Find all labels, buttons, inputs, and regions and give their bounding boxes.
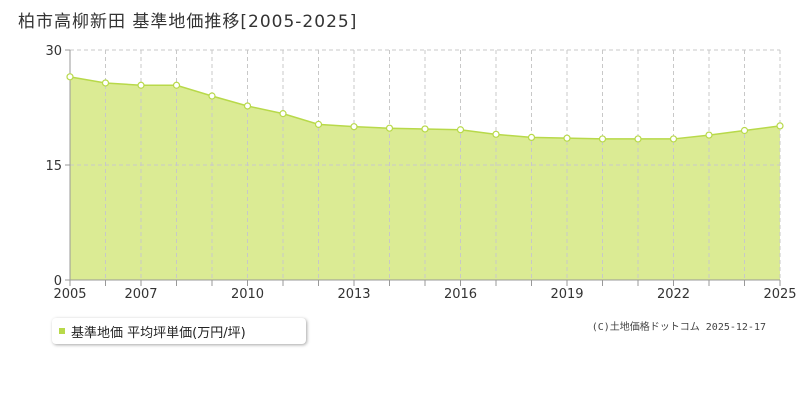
data-point	[350, 123, 358, 131]
x-tick-label: 2025	[763, 287, 796, 302]
y-tick-label: 30	[45, 44, 62, 59]
legend-label: 基準地価 平均坪単価(万円/坪)	[71, 325, 246, 341]
data-point	[279, 110, 287, 118]
data-point	[208, 92, 216, 100]
data-point	[172, 81, 181, 89]
x-tick-label: 2022	[657, 287, 690, 302]
data-point	[705, 131, 713, 139]
data-point	[634, 135, 642, 143]
data-point	[385, 124, 394, 132]
data-point	[421, 125, 429, 133]
x-tick-label: 2007	[124, 287, 157, 302]
y-tick-label: 15	[45, 159, 62, 174]
data-point	[598, 135, 607, 143]
y-tick-label: 0	[54, 274, 62, 289]
data-point	[101, 79, 110, 87]
data-point	[66, 73, 74, 81]
x-tick-label: 2010	[231, 287, 264, 302]
x-tick-label: 2005	[53, 287, 86, 302]
data-point	[137, 81, 145, 89]
data-point	[456, 126, 465, 134]
data-point	[527, 133, 536, 141]
x-tick-label: 2016	[444, 287, 477, 302]
legend-marker	[59, 328, 65, 334]
chart-title: 柏市高柳新田 基準地価推移[2005-2025]	[18, 12, 358, 32]
data-point	[243, 102, 252, 110]
data-point	[563, 134, 571, 142]
data-point	[740, 126, 749, 135]
data-point	[492, 130, 500, 138]
x-tick-label: 2013	[337, 287, 370, 302]
credit-text: (C)土地価格ドットコム 2025-12-17	[591, 322, 766, 333]
data-point	[314, 120, 323, 128]
data-point	[776, 122, 784, 130]
x-tick-label: 2019	[550, 287, 583, 302]
legend: 基準地価 平均坪単価(万円/坪)	[52, 318, 306, 344]
data-point	[669, 135, 678, 143]
